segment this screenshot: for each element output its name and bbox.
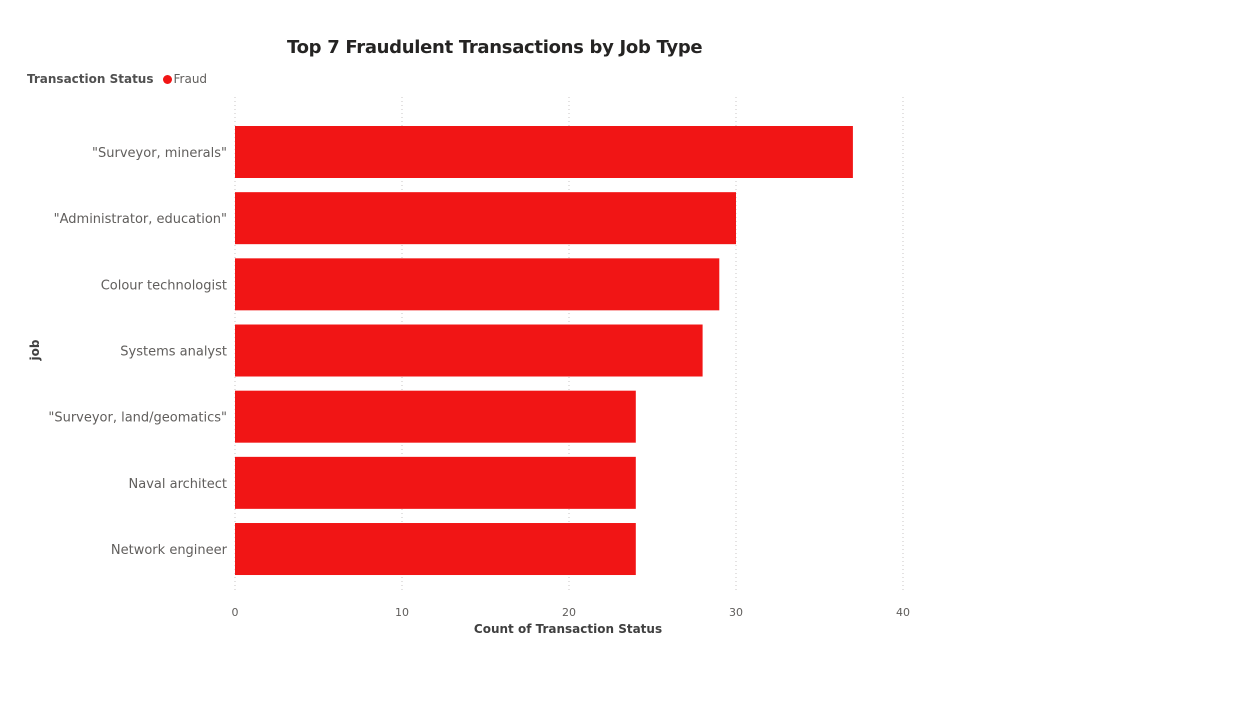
bar[interactable]	[235, 391, 636, 443]
bar[interactable]	[235, 523, 636, 575]
category-label: Naval architect	[129, 477, 227, 492]
y-axis-title: job	[28, 339, 42, 361]
x-tick-labels: 0 10 20 30 40	[232, 606, 911, 619]
bar[interactable]	[235, 325, 703, 377]
category-labels: "Surveyor, minerals" "Administrator, educ…	[48, 146, 227, 558]
category-label: "Administrator, education"	[54, 212, 227, 227]
bar[interactable]	[235, 126, 853, 178]
x-tick-label: 20	[562, 606, 576, 619]
bar[interactable]	[235, 192, 736, 244]
x-tick-label: 10	[395, 606, 409, 619]
x-axis-title: Count of Transaction Status	[474, 622, 662, 636]
bar[interactable]	[235, 258, 719, 310]
category-label: Colour technologist	[101, 278, 227, 293]
x-tick-label: 30	[729, 606, 743, 619]
bar[interactable]	[235, 457, 636, 509]
x-tick-label: 40	[896, 606, 910, 619]
x-tick-label: 0	[232, 606, 239, 619]
category-label: "Surveyor, minerals"	[92, 146, 227, 161]
category-label: Systems analyst	[120, 345, 227, 360]
category-label: "Surveyor, land/geomatics"	[48, 411, 227, 426]
bars	[235, 126, 853, 575]
category-label: Network engineer	[111, 543, 228, 558]
